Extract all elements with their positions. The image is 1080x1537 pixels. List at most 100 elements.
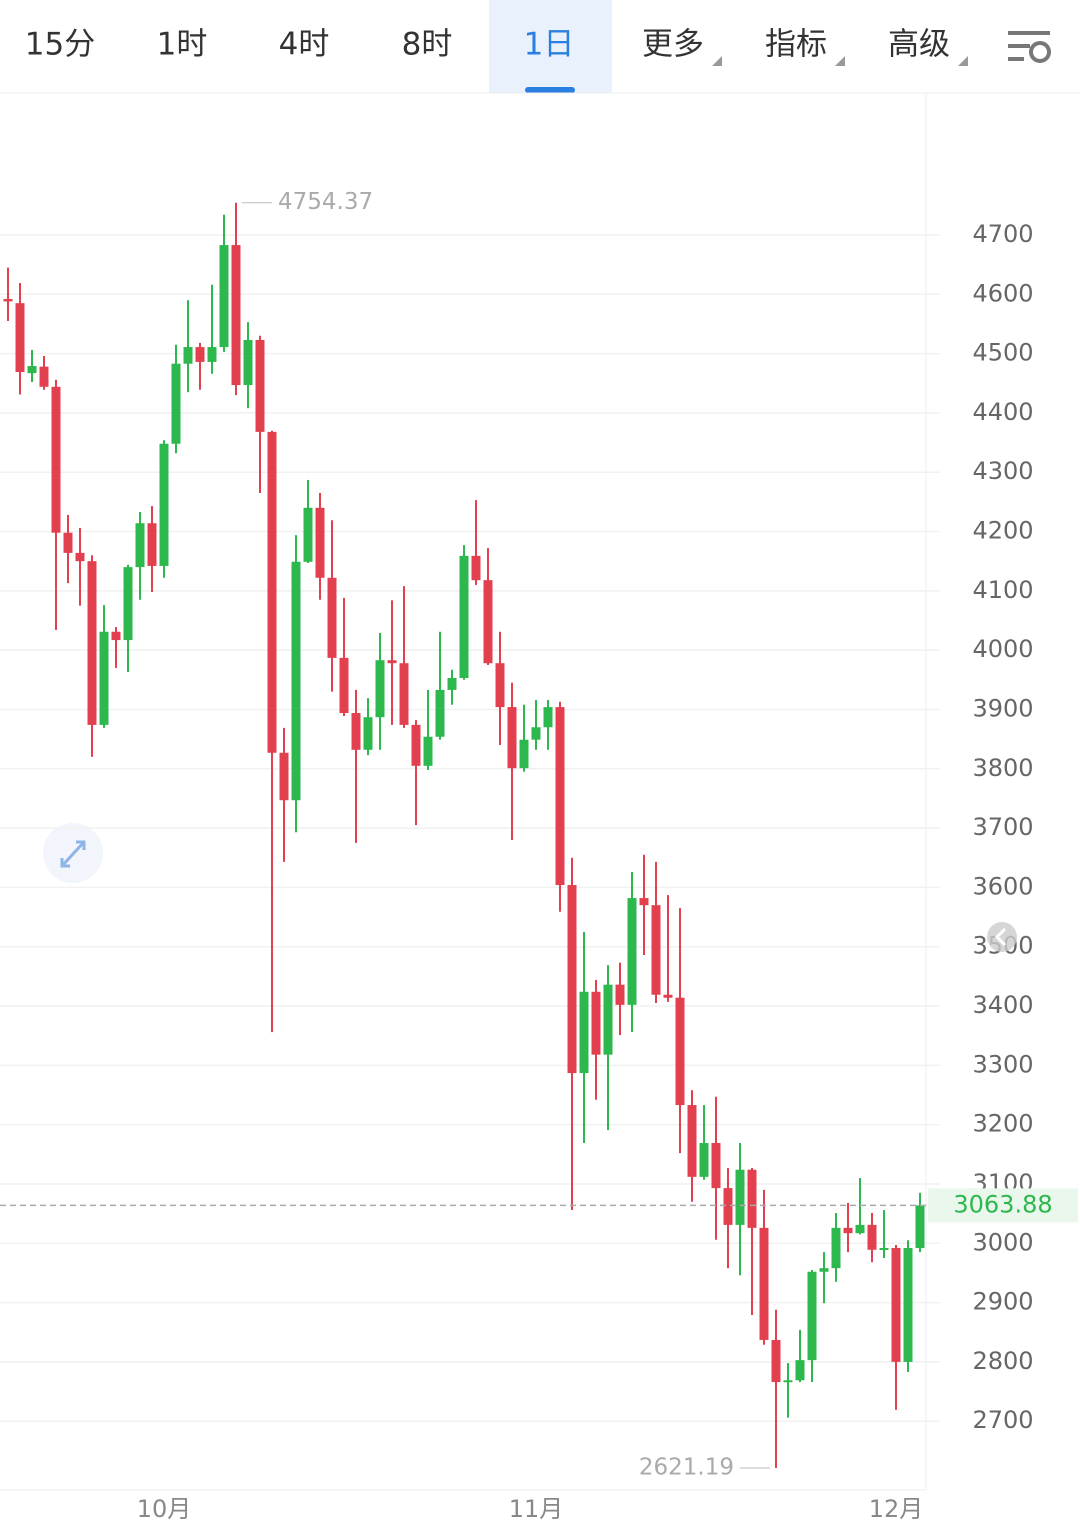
x-tick-label: 10月 bbox=[137, 1495, 192, 1523]
candle-body bbox=[507, 707, 517, 769]
candle-body bbox=[795, 1360, 805, 1381]
candle-body bbox=[411, 724, 421, 766]
candle-body bbox=[3, 299, 13, 302]
candle-body bbox=[711, 1143, 721, 1189]
candle-body bbox=[759, 1227, 769, 1340]
y-tick-label: 2700 bbox=[972, 1406, 1033, 1434]
y-tick-label: 4500 bbox=[972, 339, 1033, 367]
candle-body bbox=[111, 631, 121, 641]
candle-body bbox=[327, 577, 337, 658]
y-tick-label: 4600 bbox=[972, 279, 1033, 307]
candle-body bbox=[315, 507, 325, 578]
candle-body bbox=[231, 245, 241, 386]
candle-body bbox=[99, 631, 109, 725]
candle-body bbox=[807, 1271, 817, 1361]
candle-body bbox=[195, 347, 205, 362]
candle-body bbox=[663, 994, 673, 998]
min-label: 2621.19 bbox=[639, 1454, 734, 1480]
scroll-back-button[interactable] bbox=[987, 922, 1017, 952]
settings-icon[interactable] bbox=[1008, 31, 1051, 63]
candle-body bbox=[819, 1268, 829, 1272]
y-tick-label: 4200 bbox=[972, 517, 1033, 545]
candle-body bbox=[891, 1248, 901, 1362]
candle-body bbox=[219, 245, 229, 348]
candle-body bbox=[255, 339, 265, 432]
expand-button[interactable] bbox=[43, 823, 103, 883]
x-tick-label: 12月 bbox=[869, 1495, 924, 1523]
candle-body bbox=[279, 752, 289, 801]
tab[interactable]: 4时 bbox=[279, 27, 330, 63]
y-tick-label: 4000 bbox=[972, 635, 1033, 663]
candle-body bbox=[915, 1205, 925, 1249]
candle-body bbox=[699, 1143, 709, 1177]
candle-body bbox=[171, 363, 181, 444]
candle-body bbox=[603, 984, 613, 1055]
active-tab-bg bbox=[489, 0, 612, 93]
y-tick-label: 4300 bbox=[972, 457, 1033, 485]
candle-body bbox=[483, 580, 493, 664]
candle-body bbox=[555, 707, 565, 886]
candle-body bbox=[123, 567, 133, 641]
candle-body bbox=[291, 561, 301, 801]
candle-body bbox=[519, 739, 529, 769]
candle-body bbox=[531, 727, 541, 740]
candle-body bbox=[459, 555, 469, 679]
candle-body bbox=[831, 1227, 841, 1269]
candle-body bbox=[303, 507, 313, 562]
candle-body bbox=[135, 523, 145, 568]
candle-body bbox=[339, 657, 349, 714]
max-label: 4754.37 bbox=[278, 189, 373, 215]
y-tick-label: 3900 bbox=[972, 694, 1033, 722]
candle-body bbox=[147, 523, 157, 566]
y-tick-label: 3000 bbox=[972, 1228, 1033, 1256]
candle-body bbox=[675, 997, 685, 1106]
candle-body bbox=[375, 660, 385, 718]
candle-body bbox=[387, 660, 397, 664]
candle-body bbox=[207, 347, 217, 362]
candle-body bbox=[591, 991, 601, 1055]
active-tab-indicator bbox=[525, 87, 575, 93]
y-tick-label: 4100 bbox=[972, 576, 1033, 604]
dropdown-arrows bbox=[712, 56, 968, 66]
y-tick-label: 3600 bbox=[972, 872, 1033, 900]
tab[interactable]: 8时 bbox=[402, 27, 453, 63]
plot: 2700280029003000310032003300340035003600… bbox=[0, 189, 1078, 1523]
candle-body bbox=[447, 678, 457, 690]
tab[interactable]: 指标 bbox=[765, 27, 827, 63]
candle-body bbox=[423, 736, 433, 766]
candle-body bbox=[783, 1380, 793, 1383]
candle-body bbox=[615, 984, 625, 1005]
candle-body bbox=[627, 898, 637, 1005]
tab[interactable]: 1时 bbox=[157, 27, 208, 63]
y-tick-label: 2900 bbox=[972, 1288, 1033, 1316]
candle-body bbox=[351, 713, 361, 750]
candle-body bbox=[903, 1248, 913, 1362]
candle-body bbox=[63, 532, 73, 553]
candle-body bbox=[399, 663, 409, 725]
y-tick-label: 3400 bbox=[972, 991, 1033, 1019]
tab[interactable]: 1日 bbox=[524, 27, 575, 63]
candle-body bbox=[51, 386, 61, 533]
candle-body bbox=[27, 366, 37, 374]
tab[interactable]: 15分 bbox=[25, 27, 95, 63]
y-tick-label: 4700 bbox=[972, 220, 1033, 248]
candle-body bbox=[543, 707, 553, 728]
y-tick-label: 4400 bbox=[972, 398, 1033, 426]
candle-body bbox=[435, 689, 445, 737]
candle-body bbox=[39, 366, 49, 387]
candle-body bbox=[747, 1169, 757, 1228]
candle-body bbox=[771, 1339, 781, 1383]
tab[interactable]: 更多 bbox=[642, 27, 704, 63]
candle-body bbox=[87, 561, 97, 725]
y-tick-label: 3800 bbox=[972, 754, 1033, 782]
candle-body bbox=[15, 303, 25, 372]
candle-body bbox=[495, 663, 505, 708]
candle-body bbox=[579, 991, 589, 1074]
tab[interactable]: 高级 bbox=[888, 27, 950, 63]
x-tick-label: 11月 bbox=[509, 1495, 564, 1523]
candle-body bbox=[855, 1224, 865, 1234]
y-tick-label: 2800 bbox=[972, 1347, 1033, 1375]
y-tick-label: 3700 bbox=[972, 813, 1033, 841]
candle-body bbox=[159, 443, 169, 566]
